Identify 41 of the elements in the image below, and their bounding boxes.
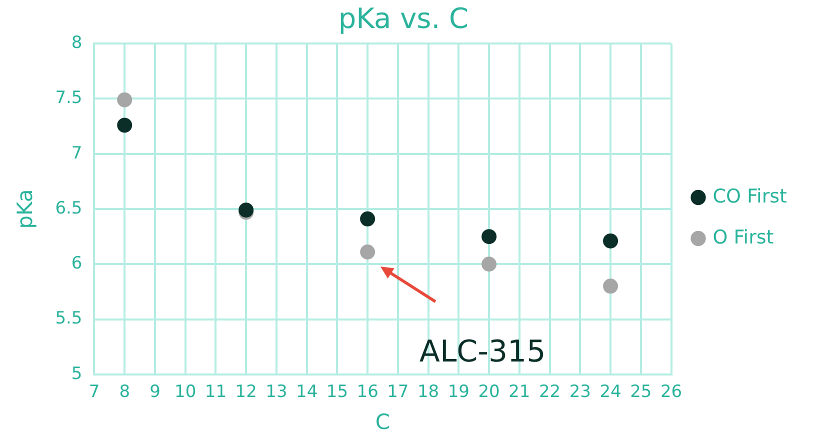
x-tick-label: 22 (538, 382, 561, 402)
x-tick-label: 19 (448, 382, 470, 402)
x-tick-label: 17 (387, 382, 409, 402)
x-tick-label: 13 (266, 382, 288, 402)
legend-label: CO First (712, 185, 788, 208)
x-tick-label: 25 (630, 382, 652, 402)
y-tick-label: 7.5 (55, 88, 82, 108)
point (482, 256, 497, 272)
point (117, 92, 132, 108)
x-tick-label: 10 (174, 382, 196, 402)
x-tick-label: 21 (508, 382, 530, 402)
x-tick-label: 24 (600, 382, 622, 402)
x-tick-label: 8 (119, 382, 130, 402)
annotation: ALC-315 (419, 334, 546, 370)
point (360, 211, 376, 226)
x-tick-label: 23 (569, 382, 591, 402)
x-tick-label: 14 (296, 382, 318, 402)
x-tick-label: 9 (150, 382, 160, 402)
x-tick-label: 16 (356, 382, 378, 402)
x-tick-label: 20 (478, 382, 500, 402)
x-tick-label: 12 (235, 382, 257, 402)
y-tick-label: 6 (71, 254, 82, 274)
point (603, 278, 618, 294)
point (482, 229, 497, 244)
chart-title: pKa vs. C (338, 2, 469, 36)
x-tick-label: 11 (204, 382, 227, 402)
y-tick-label: 5.5 (55, 308, 82, 329)
y-tick-label: 6.5 (55, 198, 82, 218)
y-tick-label: 7 (71, 143, 82, 164)
y-axis-title: pKa (13, 189, 38, 229)
point (360, 244, 376, 260)
x-tick-label: 18 (417, 382, 440, 402)
x-tick-label: 15 (326, 382, 348, 402)
x-axis-title: C (375, 410, 390, 434)
point (603, 233, 618, 248)
x-tick-label: 26 (660, 382, 682, 402)
y-tick-label: 8 (71, 33, 82, 54)
y-tick-label: 5 (71, 364, 82, 384)
x-tick-label: 7 (88, 382, 100, 402)
legend-label: O First (712, 226, 774, 248)
point (117, 118, 132, 133)
